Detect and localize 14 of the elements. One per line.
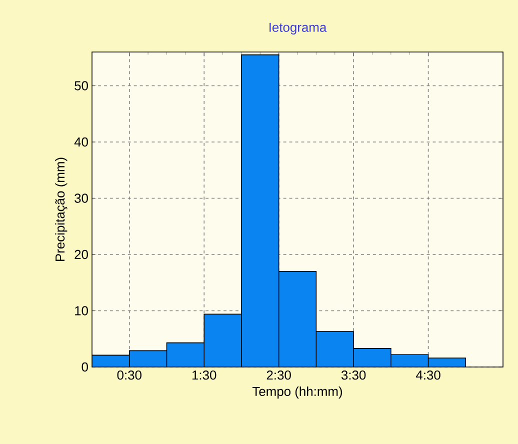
x-tick-label: 2:30: [266, 370, 291, 380]
chart-title: Ietograma: [270, 22, 327, 34]
x-tick-label: 0:30: [117, 370, 142, 380]
x-tick-label: 1:30: [192, 370, 216, 380]
x-axis-title: Tempo (hh:mm): [252, 386, 342, 399]
y-tick-label: 40: [74, 137, 88, 147]
x-tick-label: 3:30: [341, 370, 366, 380]
y-tick-label: 50: [74, 81, 88, 90]
y-tick-label: 10: [75, 306, 88, 316]
y-tick-label: 30: [74, 194, 88, 203]
y-tick-label: 0: [82, 362, 88, 372]
y-tick-label: 20: [74, 250, 88, 260]
y-axis-title: Precipitação (mm): [55, 158, 68, 261]
x-tick-label: 4:30: [416, 370, 440, 380]
